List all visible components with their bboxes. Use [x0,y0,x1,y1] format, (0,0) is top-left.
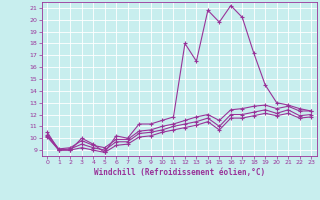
X-axis label: Windchill (Refroidissement éolien,°C): Windchill (Refroidissement éolien,°C) [94,168,265,177]
